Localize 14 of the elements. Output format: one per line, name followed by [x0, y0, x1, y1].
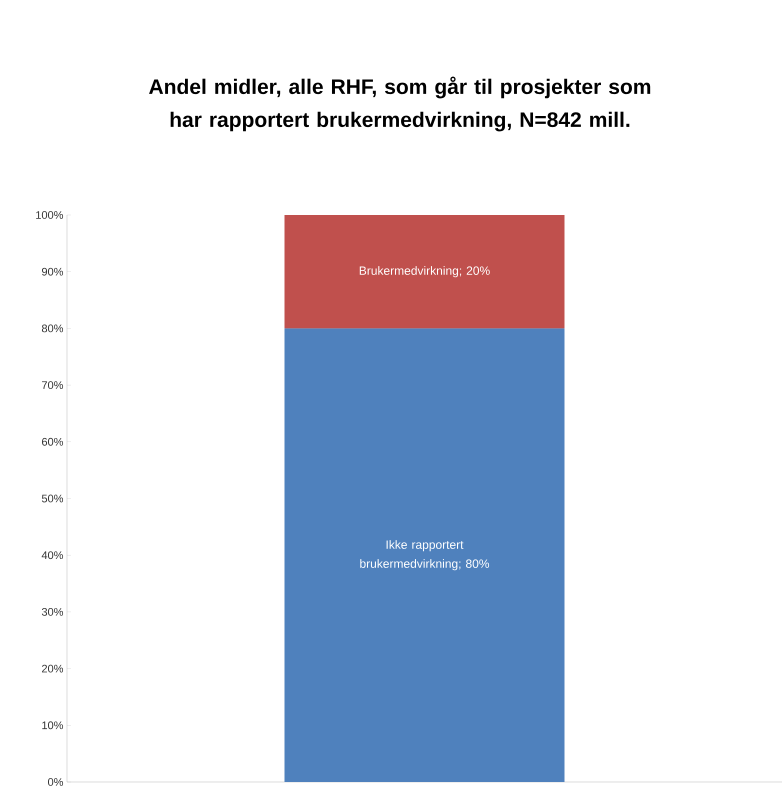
y-tick-label: 100%: [36, 211, 63, 219]
chart-title: Andel midler, alle RHF, som går til prosjekter som har rapportert brukermedvirkning, N=842 mill.: [148, 76, 650, 132]
data-label: Brukermedvirkning; 20%: [360, 266, 490, 278]
y-tick-label: 50%: [42, 494, 63, 502]
y-tick-label: 70%: [42, 381, 63, 389]
y-tick-label: 0%: [48, 778, 63, 786]
y-tick-label: 40%: [42, 551, 63, 560]
y-tick-label: 20%: [42, 664, 63, 672]
y-tick-label: 60%: [42, 438, 63, 446]
y-tick-label: 30%: [42, 608, 63, 616]
y-tick-label: 80%: [42, 324, 63, 332]
y-tick-label: 10%: [42, 721, 63, 730]
y-tick-label: 90%: [42, 268, 63, 276]
data-label: Ikke rapportert brukermedvirkning; 80%: [360, 540, 489, 570]
